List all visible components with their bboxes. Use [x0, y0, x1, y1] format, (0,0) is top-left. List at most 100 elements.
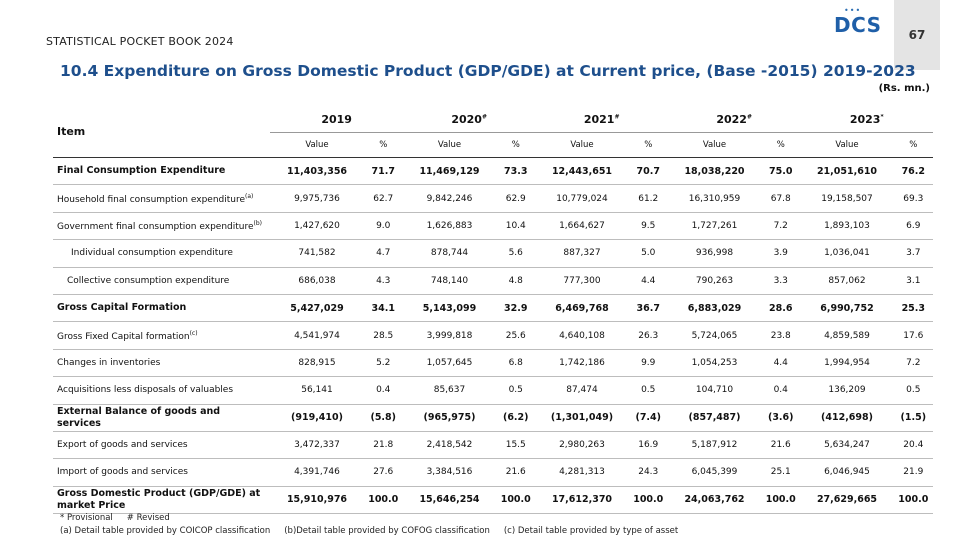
percent-cell: (6.2): [496, 404, 536, 432]
row-item-label: Export of goods and services: [53, 431, 271, 460]
percent-cell: 17.6: [893, 321, 933, 350]
item-text: Household final consumption expenditure: [57, 195, 246, 206]
year-label: 2020: [451, 112, 482, 126]
row-item-label: Household final consumption expenditure(…: [53, 184, 271, 213]
value-cell: 1,727,261: [667, 212, 762, 241]
value-cell: 19,158,507: [800, 184, 894, 213]
value-cell: 4,859,589: [800, 321, 894, 350]
value-cell: 5,427,029: [270, 294, 364, 323]
row-item-label: External Balance of goods and services: [53, 404, 271, 432]
percent-cell: 32.9: [496, 294, 536, 323]
value-cell: 777,300: [535, 267, 629, 295]
value-cell: 828,915: [270, 349, 364, 378]
footnote-revised: # Revised: [126, 513, 170, 523]
value-cell: 1,626,883: [402, 212, 497, 241]
item-text: Final Consumption Expenditure: [57, 165, 226, 177]
percent-cell: 76.2: [893, 157, 933, 186]
percent-cell: 4.3: [363, 267, 403, 295]
year-header-row: Item 2019 2020# 2021# 2022# 2023*: [53, 106, 933, 158]
percent-cell: 23.8: [761, 321, 801, 350]
year-header: 2022#: [667, 106, 801, 133]
table-row: Gross Capital Formation 5,427,029 34.1 5,14…: [53, 294, 933, 323]
logo-text: DCS: [834, 13, 882, 37]
table-row: Acquisitions less disposals of valuables…: [53, 376, 933, 405]
percent-cell: 16.9: [628, 431, 668, 460]
value-cell: 12,443,651: [535, 157, 629, 186]
year-label: 2021: [583, 112, 615, 126]
percent-cell: 20.4: [893, 431, 933, 460]
value-cell: 2,980,263: [535, 431, 629, 460]
percent-cell: 21.8: [363, 431, 403, 460]
value-cell: 3,472,337: [270, 431, 364, 460]
value-cell: 10,779,024: [535, 184, 629, 213]
percent-header: %: [496, 132, 536, 158]
year-mark: #: [481, 112, 487, 120]
value-cell: 9,842,246: [402, 184, 497, 213]
percent-cell: 24.3: [628, 458, 668, 487]
percent-cell: 28.5: [363, 321, 403, 350]
row-item-label: Final Consumption Expenditure: [53, 157, 271, 186]
value-cell: (919,410): [270, 404, 364, 432]
page-title: 10.4 Expenditure on Gross Domestic Produ…: [60, 62, 916, 80]
percent-cell: 9.9: [628, 349, 668, 378]
row-item-label: Collective consumption expenditure: [53, 267, 271, 295]
table-row: Gross Fixed Capital formation(c) 4,541,97…: [53, 321, 933, 350]
value-cell: 1,742,186: [535, 349, 629, 378]
item-footnote-mark: (a): [245, 193, 254, 201]
table-body: Final Consumption Expenditure 11,403,356 7…: [53, 157, 933, 515]
year-mark: #: [614, 112, 620, 120]
value-cell: 5,724,065: [667, 321, 762, 350]
item-text: Gross Fixed Capital formation: [57, 332, 190, 343]
value-cell: (965,975): [402, 404, 497, 432]
value-cell: 878,744: [402, 239, 497, 268]
percent-cell: 25.6: [496, 321, 536, 350]
value-cell: 1,664,627: [535, 212, 629, 241]
value-cell: 3,999,818: [402, 321, 497, 350]
percent-header: %: [761, 132, 801, 158]
percent-cell: 6.8: [496, 349, 536, 378]
percent-cell: 3.9: [761, 239, 801, 268]
row-item-label: Individual consumption expenditure: [53, 239, 271, 268]
value-header: Value: [402, 132, 497, 158]
percent-cell: 71.7: [363, 157, 403, 186]
percent-cell: 0.5: [496, 376, 536, 405]
row-item-label: Gross Fixed Capital formation(c): [53, 321, 271, 350]
value-cell: 18,038,220: [667, 157, 762, 186]
percent-cell: 36.7: [628, 294, 668, 323]
percent-cell: 0.4: [761, 376, 801, 405]
value-cell: 5,143,099: [402, 294, 497, 323]
percent-cell: 62.7: [363, 184, 403, 213]
percent-cell: 26.3: [628, 321, 668, 350]
value-cell: 6,469,768: [535, 294, 629, 323]
value-cell: (1,301,049): [535, 404, 629, 432]
table-row: External Balance of goods and services (9…: [53, 404, 933, 432]
item-text: Gross Capital Formation: [57, 302, 187, 314]
value-cell: 87,474: [535, 376, 629, 405]
value-cell: 1,994,954: [800, 349, 894, 378]
value-cell: 4,640,108: [535, 321, 629, 350]
item-text: Gross Domestic Product (GDP/GDE) at mark…: [57, 487, 261, 511]
table-row: Final Consumption Expenditure 11,403,356 7…: [53, 157, 933, 186]
percent-cell: 21.6: [761, 431, 801, 460]
logo-dots: •••: [844, 6, 862, 15]
value-cell: 5,187,912: [667, 431, 762, 460]
year-label: 2023: [849, 112, 881, 126]
footnote-line-2: (a) Detail table provided by COICOP clas…: [60, 525, 692, 538]
row-item-label: Changes in inventories: [53, 349, 271, 378]
value-cell: 15,910,976: [270, 486, 364, 515]
item-text: Changes in inventories: [57, 357, 161, 368]
value-cell: 5,634,247: [800, 431, 894, 460]
value-cell: (857,487): [667, 404, 762, 432]
percent-cell: 100.0: [496, 486, 536, 515]
value-cell: 4,391,746: [270, 458, 364, 487]
item-text: Export of goods and services: [57, 440, 188, 451]
value-cell: 741,582: [270, 239, 364, 268]
value-cell: 6,045,399: [667, 458, 762, 487]
value-cell: 1,036,041: [800, 239, 894, 268]
table-row: Gross Domestic Product (GDP/GDE) at mark…: [53, 486, 933, 515]
item-text: External Balance of goods and services: [57, 405, 221, 429]
footnotes: * Provisional # Revised (a) Detail table …: [60, 512, 692, 538]
value-cell: 17,612,370: [535, 486, 629, 515]
value-cell: 11,403,356: [270, 157, 364, 186]
percent-header: %: [628, 132, 668, 158]
